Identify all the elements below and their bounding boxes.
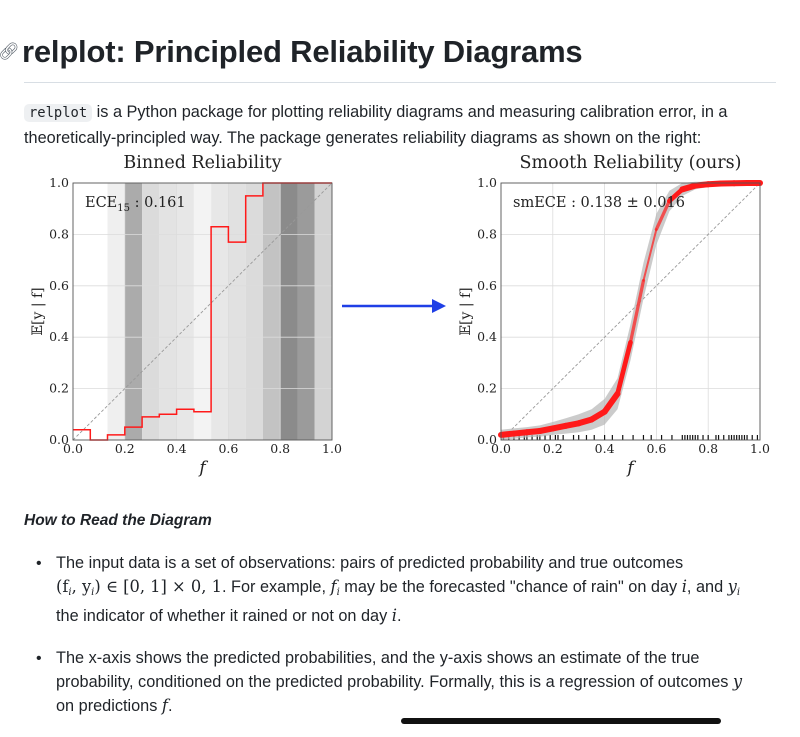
explanation-list: • The input data is a set of observation… [24,552,764,737]
x-tick-label: 1.0 [322,441,342,456]
bin-density-shade [246,183,263,440]
heading-divider [24,82,776,83]
bin-density-shade [228,183,245,440]
x-axis-label: f [197,458,208,478]
intro-text: is a Python package for plotting reliabi… [24,103,727,147]
bin-density-shade [177,183,194,440]
x-axis-label: f [625,458,636,478]
list-item: • The input data is a set of observation… [24,552,764,628]
arrow-right-icon [342,299,446,313]
y-tick-label: 1.0 [49,175,69,190]
bullet-icon: • [36,647,42,670]
page-title: relplot: Principled Reliability Diagrams [22,34,582,70]
x-tick-label: 0.8 [698,441,718,456]
x-tick-label: 0.6 [646,441,666,456]
intro-paragraph: relplot is a Python package for plotting… [24,100,774,151]
x-tick-label: 0.6 [218,441,238,456]
y-axis-label: 𝔼[y | f] [458,287,474,335]
y-tick-label: 1.0 [477,175,497,190]
x-tick-label: 1.0 [750,441,770,456]
y-tick-label: 0.4 [49,329,69,344]
page-heading: 🔗︎ relplot: Principled Reliability Diagr… [0,30,582,74]
smece-annotation: smECE : 0.138 ± 0.016 [513,195,685,211]
bin-density-shade [211,183,228,440]
section-title: How to Read the Diagram [24,512,212,530]
x-tick-label: 0.4 [167,441,187,456]
bin-density-shade [142,183,159,440]
home-indicator[interactable] [401,718,721,724]
bin-density-shade [108,183,125,440]
arrow-head [432,299,446,313]
y-tick-label: 0.8 [49,226,69,241]
x-tick-label: 0.4 [595,441,615,456]
list-item: • The x-axis shows the predicted probabi… [24,647,764,718]
bin-density-shade [280,183,297,440]
y-tick-label: 0.6 [477,278,497,293]
y-tick-label: 0.4 [477,329,497,344]
x-tick-label: 0.2 [543,441,563,456]
y-tick-label: 0.8 [477,226,497,241]
x-tick-label: 0.8 [270,441,290,456]
y-tick-label: 0.6 [49,278,69,293]
bin-density-shade [315,183,332,440]
bin-density-shade [263,183,280,440]
y-axis-label: 𝔼[y | f] [30,287,46,335]
chart-title: Smooth Reliability (ours) [520,153,742,173]
y-tick-label: 0.2 [477,381,497,396]
y-tick-label: 0.0 [477,432,497,447]
bin-density-shade [297,183,314,440]
y-tick-label: 0.0 [49,432,69,447]
x-tick-label: 0.2 [115,441,135,456]
smooth-reliability-chart: Smooth Reliability (ours) 0.0 0.2 0.4 0.6 0.8… [458,153,770,478]
bin-density-shade [159,183,176,440]
chart-title: Binned Reliability [123,153,281,173]
reliability-figure: Binned Reliability 0.0 0.2 0.4 0.6 0.8 1.0 0.0 0… [20,146,780,491]
bullet-icon: • [36,552,42,575]
link-icon[interactable]: 🔗︎ [0,42,20,62]
bin-density-shade [125,183,142,440]
package-code: relplot [24,104,92,122]
y-tick-label: 0.2 [49,381,69,396]
